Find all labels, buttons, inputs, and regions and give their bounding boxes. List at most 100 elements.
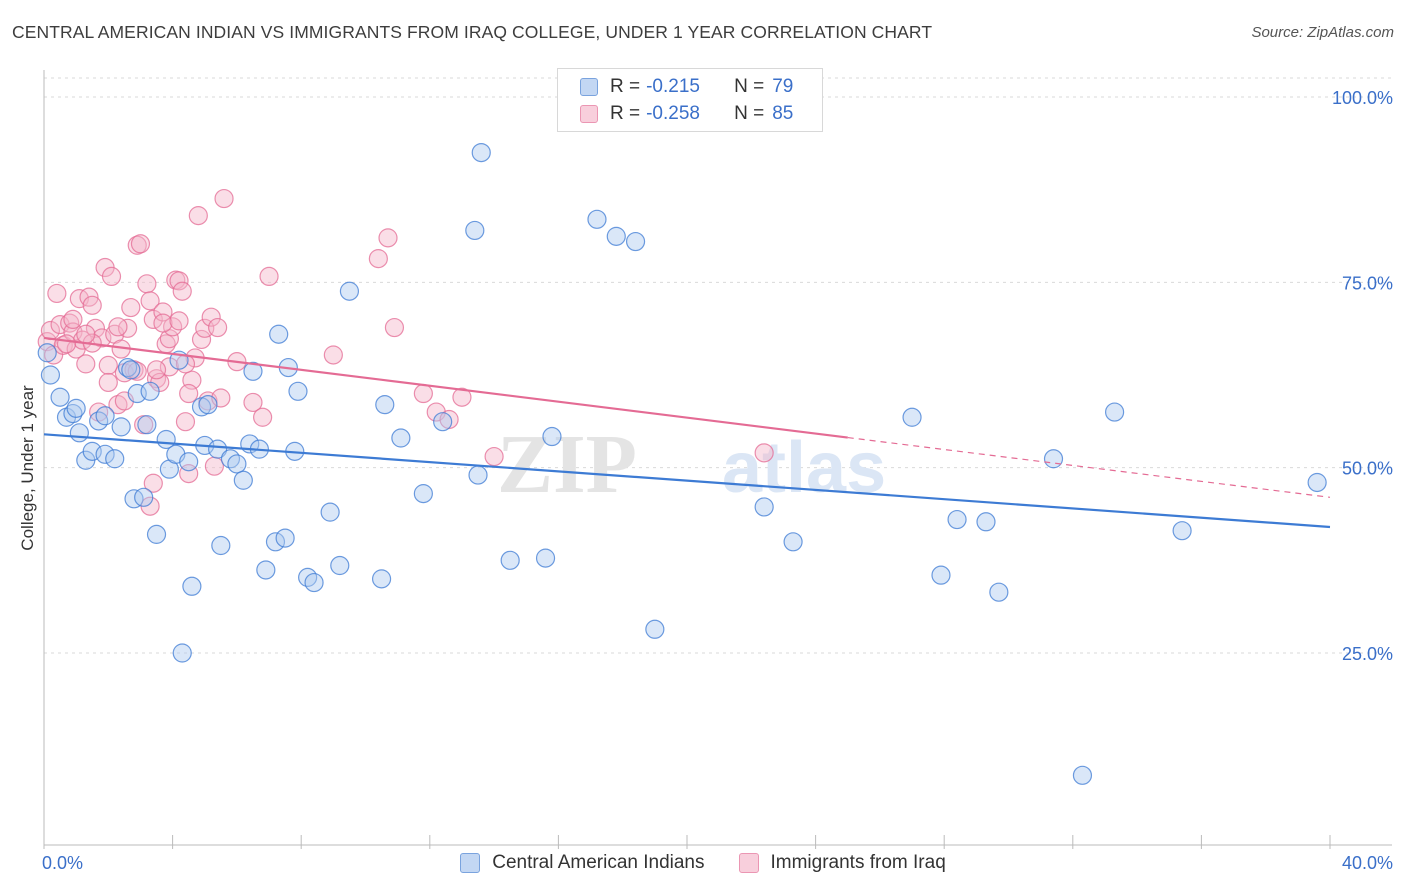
data-point <box>535 548 556 568</box>
legend-item-iraq: Immigrants from Iraq <box>738 852 946 874</box>
y-tick-labels: 100.0% 75.0% 50.0% 25.0% <box>1332 88 1393 664</box>
data-point <box>98 355 118 375</box>
data-point <box>124 489 144 509</box>
legend-item-cai: Central American Indians <box>460 852 705 874</box>
data-point <box>253 407 273 427</box>
data-point <box>172 281 192 301</box>
trend-lines <box>43 336 1331 529</box>
data-point <box>368 249 388 269</box>
data-point <box>117 357 138 378</box>
data-point <box>134 487 154 507</box>
data-point <box>47 283 67 304</box>
stats-legend: R = -0.215 N = 79 R = -0.258 N = 85 <box>557 68 823 132</box>
data-point <box>179 452 199 472</box>
data-point <box>783 532 803 552</box>
data-point <box>211 535 231 556</box>
data-point <box>754 443 774 463</box>
data-point <box>175 412 196 432</box>
source-label: Source: ZipAtlas.com <box>1251 24 1394 41</box>
series-legend: Central American Indians Immigrants from… <box>0 852 1406 874</box>
data-point <box>208 317 228 338</box>
data-point <box>172 643 192 663</box>
data-point <box>98 372 118 393</box>
data-point <box>153 313 173 333</box>
data-point <box>208 439 228 459</box>
data-point <box>754 497 774 517</box>
data-point <box>269 324 289 344</box>
data-point <box>471 143 491 163</box>
data-point <box>92 328 112 348</box>
legend-label-cai: Central American Indians <box>492 852 705 873</box>
data-point <box>339 281 360 301</box>
data-point <box>384 317 405 338</box>
data-point <box>587 209 607 229</box>
data-point <box>153 302 173 322</box>
data-point <box>298 567 318 587</box>
trend-line-iraq-extension <box>847 436 1331 498</box>
data-point <box>37 343 57 363</box>
x-tick-labels: 0.0% 40.0% <box>42 853 1393 873</box>
watermark: ZIP atlas <box>497 418 886 511</box>
data-point <box>989 582 1009 602</box>
legend-label-iraq: Immigrants from Iraq <box>770 852 946 873</box>
legend-row-cai: R = -0.215 N = 79 <box>580 74 793 100</box>
data-point <box>95 406 115 426</box>
y-tick-label: 50.0% <box>1342 459 1393 479</box>
data-point <box>931 565 951 585</box>
series-cai-points <box>37 143 1327 785</box>
data-point <box>191 329 212 350</box>
data-point <box>304 572 324 593</box>
axes <box>43 70 1392 849</box>
legend-swatch-blue <box>580 78 598 96</box>
data-point <box>50 387 70 407</box>
data-point <box>105 449 125 469</box>
watermark-zip: ZIP <box>497 418 637 511</box>
data-point <box>214 188 234 209</box>
y-axis-label: College, Under 1 year <box>18 385 37 551</box>
data-point <box>645 619 665 639</box>
data-point <box>413 484 433 504</box>
data-point <box>1104 402 1125 422</box>
data-point <box>413 383 433 404</box>
y-tick-label: 100.0% <box>1332 88 1393 108</box>
data-point <box>85 318 106 338</box>
data-point <box>468 465 488 485</box>
data-point <box>902 407 922 427</box>
chart-title: CENTRAL AMERICAN INDIAN VS IMMIGRANTS FR… <box>12 22 933 42</box>
data-point <box>947 509 967 530</box>
data-point <box>56 334 77 354</box>
data-point <box>976 512 996 532</box>
data-point <box>130 234 151 254</box>
data-point <box>375 395 395 415</box>
data-point <box>127 235 147 255</box>
data-point <box>89 411 109 431</box>
data-point <box>625 231 646 252</box>
data-point <box>288 381 308 401</box>
data-point <box>265 532 286 552</box>
legend-n-value: 79 <box>772 76 794 97</box>
data-point <box>121 297 141 318</box>
legend-r-label: R = <box>610 103 641 124</box>
data-point <box>227 454 247 474</box>
series-iraq-points <box>37 188 774 516</box>
legend-r-value: -0.258 <box>646 103 700 124</box>
data-point <box>137 415 157 435</box>
data-point <box>198 395 218 415</box>
legend-swatch-pink <box>738 853 759 873</box>
data-point <box>204 456 224 476</box>
data-point <box>433 412 453 432</box>
data-point <box>76 354 96 374</box>
data-point <box>256 560 276 580</box>
data-point <box>330 555 350 576</box>
data-point <box>179 383 199 404</box>
legend-row-iraq: R = -0.258 N = 85 <box>580 101 793 127</box>
watermark-atlas: atlas <box>722 428 886 508</box>
y-tick-label: 75.0% <box>1342 273 1393 293</box>
data-point <box>243 361 263 381</box>
trend-line-iraq <box>43 336 848 439</box>
data-point <box>66 398 86 418</box>
data-point <box>220 449 241 469</box>
data-point <box>391 428 411 448</box>
data-point <box>201 307 221 327</box>
